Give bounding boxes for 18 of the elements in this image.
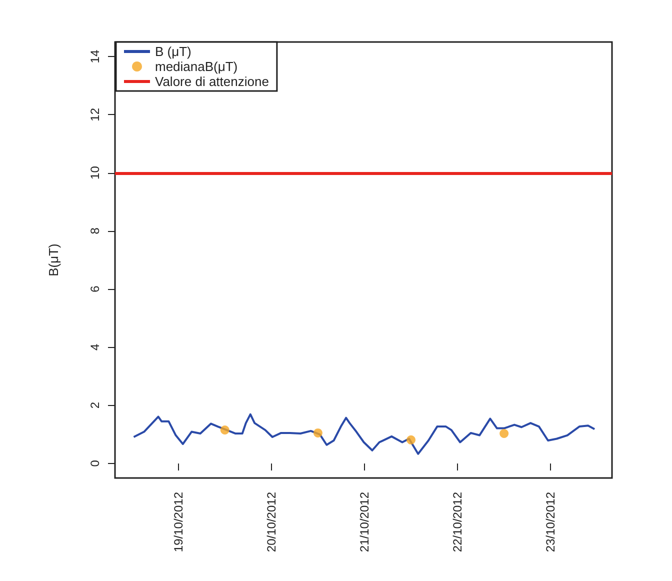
y-tick-label: 12 — [88, 108, 102, 122]
x-tick-label: 20/10/2012 — [264, 492, 278, 552]
y-tick-label: 4 — [88, 344, 102, 351]
y-tick-label: 8 — [88, 227, 102, 234]
x-tick-label: 19/10/2012 — [171, 492, 186, 552]
legend-label: medianaB(μT) — [155, 59, 238, 74]
legend-label: Valore di attenzione — [155, 74, 269, 89]
line-series — [132, 413, 596, 455]
y-tick-label: 6 — [88, 285, 102, 292]
y-tick-label: 0 — [88, 460, 102, 467]
y-tick-label: 10 — [88, 166, 102, 180]
y-tick-label: 14 — [88, 50, 102, 64]
x-tick-label: 22/10/2012 — [450, 492, 465, 552]
y-axis-title: B(μT) — [46, 244, 61, 276]
x-tick-label: 21/10/2012 — [357, 492, 372, 552]
y-tick-label: 2 — [88, 402, 102, 409]
legend-label: B (μT) — [155, 44, 192, 59]
x-tick-label: 23/10/2012 — [544, 492, 558, 552]
